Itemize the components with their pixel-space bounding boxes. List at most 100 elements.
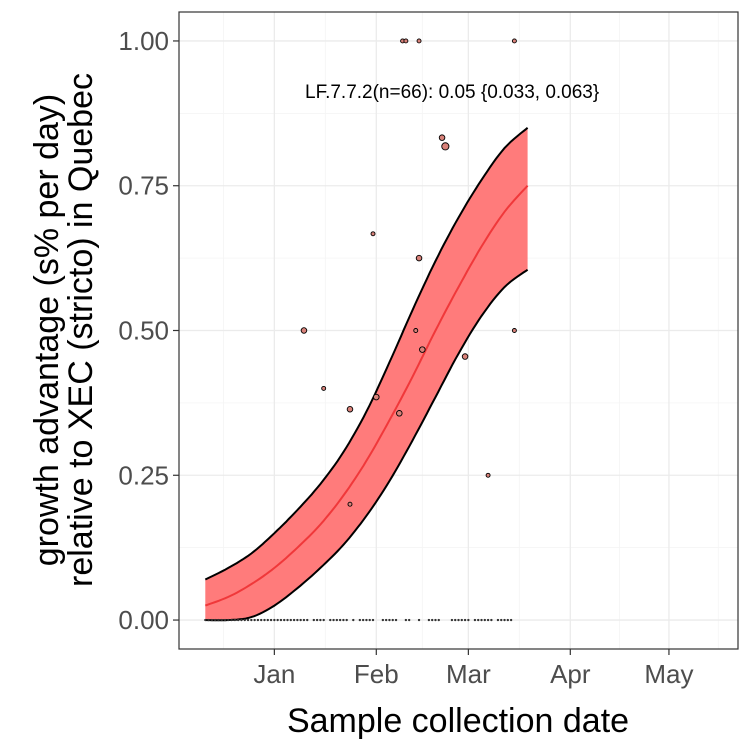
zero-point <box>427 618 431 622</box>
zero-point <box>457 618 460 622</box>
zero-point <box>227 618 230 622</box>
data-point <box>416 38 422 44</box>
x-axis-title: Sample collection date <box>287 702 629 740</box>
growth-estimate-annotation: LF.7.7.2(n=66): 0.05 {0.033, 0.063} <box>305 82 599 103</box>
data-point <box>438 134 446 141</box>
zero-point <box>276 618 279 622</box>
data-point <box>511 38 517 44</box>
zero-point <box>417 618 421 622</box>
zero-point <box>322 618 325 622</box>
zero-point <box>407 618 411 622</box>
zero-point <box>302 618 306 622</box>
zero-point <box>467 618 470 622</box>
zero-point <box>230 618 233 622</box>
zero-point <box>500 618 503 622</box>
zero-point <box>207 618 210 622</box>
data-point <box>321 385 327 391</box>
zero-point <box>243 618 246 622</box>
zero-point <box>273 618 276 622</box>
x-tick-label: May <box>644 659 693 689</box>
data-point <box>413 328 419 333</box>
zero-point <box>289 618 292 622</box>
zero-point <box>329 618 332 622</box>
zero-point <box>279 618 283 622</box>
zero-point <box>335 618 339 622</box>
zero-point <box>338 618 342 622</box>
zero-point <box>434 618 437 622</box>
zero-point <box>394 618 398 622</box>
zero-point <box>266 618 269 622</box>
y-tick-label: 1.00 <box>118 26 169 56</box>
zero-point <box>263 618 266 622</box>
zero-point <box>233 618 237 622</box>
data-point <box>300 327 308 334</box>
zero-point <box>473 618 477 622</box>
zero-point <box>454 618 457 622</box>
data-point <box>511 328 517 333</box>
zero-point <box>381 618 385 622</box>
zero-point <box>352 618 355 622</box>
data-point <box>461 353 469 360</box>
zero-point <box>217 618 220 622</box>
zero-point <box>306 618 309 622</box>
data-point <box>346 406 354 413</box>
zero-point <box>371 618 375 622</box>
zero-point <box>319 618 322 622</box>
data-point <box>415 254 423 262</box>
zero-point <box>342 618 345 622</box>
zero-point <box>253 618 256 622</box>
zero-point <box>463 618 467 622</box>
zero-point <box>213 618 217 622</box>
data-point <box>485 472 491 478</box>
zero-point <box>345 618 348 622</box>
zero-point <box>223 618 227 622</box>
zero-point <box>315 618 319 622</box>
x-tick-label: Jan <box>253 659 295 689</box>
zero-point <box>391 618 394 622</box>
y-tick-label: 0.25 <box>118 460 169 490</box>
x-tick-label: Feb <box>354 659 399 689</box>
x-tick-label: Mar <box>446 659 491 689</box>
zero-point <box>486 618 490 622</box>
data-point <box>370 231 376 237</box>
data-point <box>419 346 426 353</box>
data-point <box>347 501 353 507</box>
zero-point <box>210 618 214 622</box>
zero-point <box>292 618 296 622</box>
y-axis-title: growth advantage (s% per day) relative t… <box>28 73 100 587</box>
zero-point <box>296 618 299 622</box>
zero-point <box>269 618 273 622</box>
zero-point <box>246 618 250 622</box>
zero-point <box>365 618 368 622</box>
zero-point <box>437 618 440 622</box>
zero-point <box>312 618 316 622</box>
y-axis-title-line-1: growth advantage (s% per day) <box>28 94 66 566</box>
y-axis-ticks: 0.00 0.25 0.50 0.75 1.00 <box>118 26 179 635</box>
y-tick-label: 0.00 <box>118 605 169 635</box>
y-tick-label: 0.75 <box>118 171 169 201</box>
zero-point <box>450 618 454 622</box>
zero-point <box>509 618 513 622</box>
confidence-band-lower-edge <box>205 268 529 622</box>
zero-point <box>404 618 408 622</box>
zero-point <box>460 618 463 622</box>
zero-observations <box>204 618 513 622</box>
y-tick-label: 0.50 <box>118 316 169 346</box>
data-point <box>373 393 380 401</box>
zero-point <box>220 618 223 622</box>
zero-point <box>503 618 506 622</box>
zero-point <box>368 618 371 622</box>
fitted-growth-curve <box>204 185 529 607</box>
zero-point <box>430 618 434 622</box>
zero-point <box>490 618 493 622</box>
zero-point <box>240 618 243 622</box>
x-axis-ticks: Jan Feb Mar Apr May <box>253 649 694 689</box>
zero-point <box>204 618 207 622</box>
zero-point <box>480 618 483 622</box>
y-axis-title-line-2: relative to XEC (stricto) in Quebec <box>62 73 100 587</box>
confidence-band-upper-edge <box>204 127 529 581</box>
zero-point <box>483 618 487 622</box>
zero-point <box>384 618 388 622</box>
zero-point <box>388 618 391 622</box>
